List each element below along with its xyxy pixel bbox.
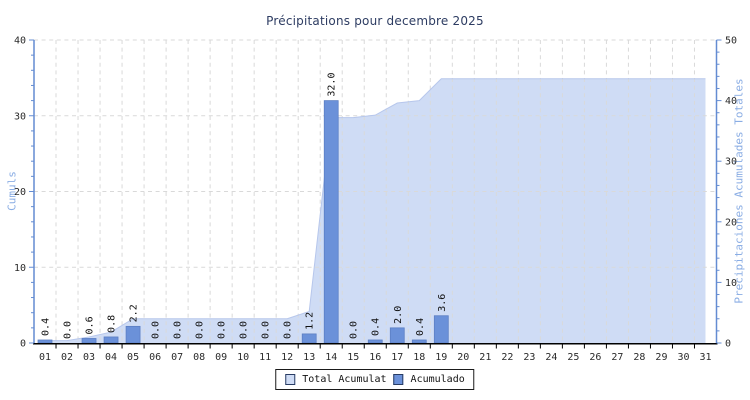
svg-text:26: 26 [589, 352, 601, 363]
svg-text:0.4: 0.4 [371, 318, 382, 336]
svg-text:18: 18 [413, 352, 425, 363]
svg-text:30: 30 [14, 111, 26, 122]
legend-label-total-acumulat: Total Acumulat [302, 374, 387, 385]
legend-label-acumulado: Acumulado [410, 374, 465, 385]
svg-text:20: 20 [725, 217, 737, 228]
svg-text:0.0: 0.0 [173, 321, 184, 339]
svg-text:29: 29 [655, 352, 667, 363]
svg-text:17: 17 [391, 352, 403, 363]
svg-text:0: 0 [725, 339, 731, 350]
svg-text:50: 50 [725, 36, 737, 47]
svg-text:2.2: 2.2 [129, 304, 140, 322]
svg-text:0: 0 [20, 339, 26, 350]
svg-text:10: 10 [237, 352, 249, 363]
legend: Total Acumulat Acumulado [275, 369, 475, 390]
svg-text:0.0: 0.0 [195, 321, 206, 339]
svg-text:24: 24 [545, 352, 557, 363]
svg-text:0.0: 0.0 [239, 321, 250, 339]
svg-text:01: 01 [39, 352, 51, 363]
svg-text:22: 22 [501, 352, 513, 363]
svg-text:20: 20 [14, 187, 26, 198]
svg-text:0.4: 0.4 [415, 318, 426, 336]
svg-text:3.6: 3.6 [437, 294, 448, 312]
svg-text:30: 30 [677, 352, 689, 363]
tick-labels: 0 10 20 30 40 0 10 20 30 40 50 01 02 03 04 05 06 07 08 09 10… [14, 36, 737, 364]
chart-title: Précipitations pour decembre 2025 [266, 14, 484, 28]
svg-text:31: 31 [699, 352, 711, 363]
axes [29, 39, 722, 349]
svg-text:28: 28 [633, 352, 645, 363]
area-edge [45, 78, 706, 342]
svg-text:12: 12 [281, 352, 293, 363]
svg-text:0.0: 0.0 [63, 321, 74, 339]
svg-text:04: 04 [105, 352, 117, 363]
svg-text:16: 16 [369, 352, 381, 363]
svg-text:0.0: 0.0 [283, 321, 294, 339]
svg-text:30: 30 [725, 157, 737, 168]
svg-text:23: 23 [523, 352, 535, 363]
svg-text:07: 07 [171, 352, 183, 363]
svg-text:06: 06 [149, 352, 161, 363]
legend-swatch-acumulado [393, 374, 404, 385]
svg-text:10: 10 [14, 263, 26, 274]
svg-text:32.0: 32.0 [327, 73, 338, 97]
svg-text:0.0: 0.0 [261, 321, 272, 339]
svg-text:05: 05 [127, 352, 139, 363]
svg-text:13: 13 [303, 352, 315, 363]
svg-text:40: 40 [14, 36, 26, 47]
bar-value-labels: 0.4 0.0 0.6 0.8 2.2 0.0 0.0 0.0 0.0 0.0 0.0 0.0 1.2 3… [41, 73, 448, 339]
svg-text:1.2: 1.2 [305, 312, 316, 330]
svg-text:2.0: 2.0 [393, 306, 404, 324]
svg-text:19: 19 [435, 352, 447, 363]
svg-text:0.0: 0.0 [217, 321, 228, 339]
bar-series-acumulado [37, 100, 449, 344]
svg-text:25: 25 [567, 352, 579, 363]
svg-text:40: 40 [725, 96, 737, 107]
svg-text:10: 10 [725, 278, 737, 289]
svg-text:0.8: 0.8 [107, 315, 118, 333]
svg-text:0.6: 0.6 [85, 316, 96, 334]
svg-text:02: 02 [61, 352, 73, 363]
svg-text:11: 11 [259, 352, 271, 363]
svg-text:15: 15 [347, 352, 359, 363]
svg-text:09: 09 [215, 352, 227, 363]
svg-text:14: 14 [325, 352, 337, 363]
gridlines [34, 39, 717, 343]
svg-text:0.0: 0.0 [349, 321, 360, 339]
legend-swatch-total-acumulat [285, 374, 296, 385]
svg-text:21: 21 [479, 352, 491, 363]
svg-text:0.0: 0.0 [151, 321, 162, 339]
svg-text:0.4: 0.4 [41, 318, 52, 336]
svg-text:27: 27 [611, 352, 623, 363]
svg-text:08: 08 [193, 352, 205, 363]
svg-text:03: 03 [83, 352, 95, 363]
svg-text:20: 20 [457, 352, 469, 363]
